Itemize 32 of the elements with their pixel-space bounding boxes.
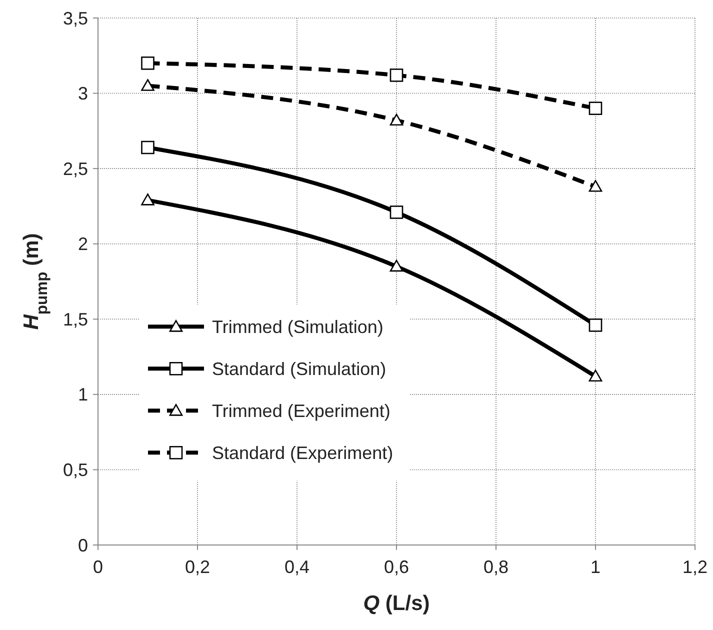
- x-tick-label: 1: [590, 557, 601, 577]
- y-tick-label: 0,5: [62, 460, 88, 480]
- legend-label: Standard (Simulation): [212, 358, 386, 379]
- y-tick-label: 3,5: [62, 8, 88, 28]
- point: [390, 114, 404, 126]
- legend-label: Standard (Experiment): [212, 442, 394, 463]
- x-tick-label: 0,8: [483, 557, 509, 577]
- x-axis-title: Q (L/s): [363, 592, 430, 615]
- point: [390, 260, 404, 272]
- point: [588, 180, 602, 192]
- point: [588, 318, 602, 332]
- point: [588, 370, 602, 382]
- point: [588, 102, 602, 115]
- x-tick-label: 0,6: [384, 557, 410, 577]
- y-tick-label: 0: [78, 535, 88, 556]
- point: [390, 68, 404, 82]
- y-tick-label: 2,5: [62, 158, 88, 179]
- legend-label: Trimmed (Experiment): [212, 400, 390, 421]
- y-tick-label: 3: [78, 84, 88, 104]
- y-tick-label: 2: [78, 234, 88, 254]
- point: [390, 206, 404, 219]
- x-tick-label: 0,2: [184, 557, 210, 577]
- x-tick-label: 1,2: [682, 557, 708, 577]
- point: [141, 79, 154, 91]
- y-tick-label: 1,5: [62, 309, 88, 330]
- legend-label: Trimmed (Simulation): [212, 316, 384, 337]
- point: [141, 194, 154, 206]
- x-tick-label: 0,4: [284, 557, 310, 577]
- point: [141, 140, 154, 154]
- x-tick-label: 0: [92, 557, 104, 577]
- y-tick-label: 1: [78, 384, 88, 405]
- point: [141, 56, 154, 70]
